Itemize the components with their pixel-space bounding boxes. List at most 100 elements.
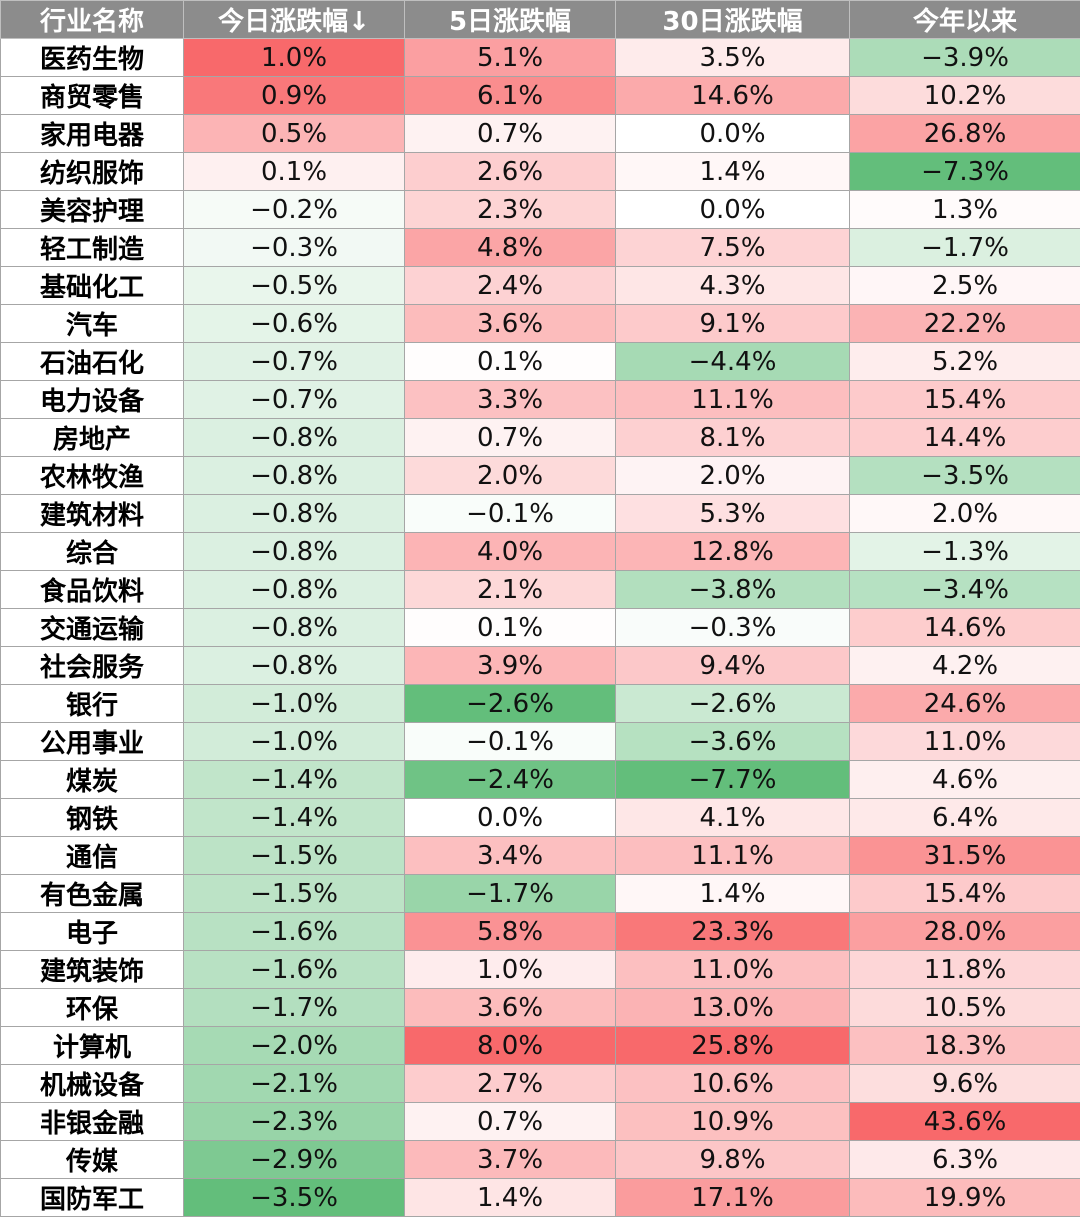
value-cell-5day: 4.0% [405,533,616,571]
value-cell-30day: −7.7% [616,761,850,799]
value-cell-30day: −3.6% [616,723,850,761]
column-header-5day-change[interactable]: 5日涨跌幅 [405,1,616,39]
value-cell-today: −0.7% [184,381,405,419]
value-cell-today: 0.9% [184,77,405,115]
value-cell-30day: 4.3% [616,267,850,305]
column-header-today-change[interactable]: 今日涨跌幅↓ [184,1,405,39]
table-row[interactable]: 建筑装饰−1.6%1.0%11.0%11.8% [1,951,1080,989]
table-row[interactable]: 通信−1.5%3.4%11.1%31.5% [1,837,1080,875]
column-header-ytd-change[interactable]: 今年以来 [850,1,1080,39]
value-cell-today: −1.5% [184,837,405,875]
value-cell-30day: 13.0% [616,989,850,1027]
table-row[interactable]: 电力设备−0.7%3.3%11.1%15.4% [1,381,1080,419]
column-header-industry: 行业名称 [1,1,184,39]
industry-name-cell: 交通运输 [1,609,184,647]
table-row[interactable]: 建筑材料−0.8%−0.1%5.3%2.0% [1,495,1080,533]
value-cell-30day: 11.1% [616,381,850,419]
value-cell-ytd: 11.0% [850,723,1080,761]
industry-name-cell: 银行 [1,685,184,723]
value-cell-5day: −0.1% [405,723,616,761]
value-cell-ytd: −3.4% [850,571,1080,609]
table-row[interactable]: 食品饮料−0.8%2.1%−3.8%−3.4% [1,571,1080,609]
value-cell-ytd: 15.4% [850,381,1080,419]
value-cell-today: −0.2% [184,191,405,229]
industry-name-cell: 电子 [1,913,184,951]
value-cell-30day: 2.0% [616,457,850,495]
value-cell-today: 0.1% [184,153,405,191]
industry-name-cell: 汽车 [1,305,184,343]
table-row[interactable]: 银行−1.0%−2.6%−2.6%24.6% [1,685,1080,723]
table-row[interactable]: 钢铁−1.4%0.0%4.1%6.4% [1,799,1080,837]
table-row[interactable]: 非银金融−2.3%0.7%10.9%43.6% [1,1103,1080,1141]
value-cell-30day: 9.1% [616,305,850,343]
industry-name-cell: 非银金融 [1,1103,184,1141]
table-row[interactable]: 汽车−0.6%3.6%9.1%22.2% [1,305,1080,343]
industry-name-cell: 美容护理 [1,191,184,229]
value-cell-today: −2.1% [184,1065,405,1103]
value-cell-5day: 3.4% [405,837,616,875]
table-row[interactable]: 煤炭−1.4%−2.4%−7.7%4.6% [1,761,1080,799]
value-cell-5day: 3.9% [405,647,616,685]
industry-name-cell: 房地产 [1,419,184,457]
table-row[interactable]: 计算机−2.0%8.0%25.8%18.3% [1,1027,1080,1065]
table-row[interactable]: 石油石化−0.7%0.1%−4.4%5.2% [1,343,1080,381]
table-row[interactable]: 国防军工−3.5%1.4%17.1%19.9% [1,1179,1080,1217]
value-cell-ytd: 28.0% [850,913,1080,951]
value-cell-5day: 1.4% [405,1179,616,1217]
value-cell-5day: −2.4% [405,761,616,799]
table-row[interactable]: 社会服务−0.8%3.9%9.4%4.2% [1,647,1080,685]
table-row[interactable]: 电子−1.6%5.8%23.3%28.0% [1,913,1080,951]
value-cell-ytd: −3.5% [850,457,1080,495]
industry-name-cell: 轻工制造 [1,229,184,267]
value-cell-ytd: −7.3% [850,153,1080,191]
table-row[interactable]: 环保−1.7%3.6%13.0%10.5% [1,989,1080,1027]
column-header-30day-change[interactable]: 30日涨跌幅 [616,1,850,39]
value-cell-30day: 10.9% [616,1103,850,1141]
value-cell-30day: 11.1% [616,837,850,875]
table-row[interactable]: 农林牧渔−0.8%2.0%2.0%−3.5% [1,457,1080,495]
value-cell-ytd: 9.6% [850,1065,1080,1103]
value-cell-today: −1.4% [184,761,405,799]
value-cell-today: −0.5% [184,267,405,305]
value-cell-30day: 9.8% [616,1141,850,1179]
table-row[interactable]: 综合−0.8%4.0%12.8%−1.3% [1,533,1080,571]
table-row[interactable]: 传媒−2.9%3.7%9.8%6.3% [1,1141,1080,1179]
industry-name-cell: 建筑装饰 [1,951,184,989]
value-cell-today: −0.8% [184,609,405,647]
value-cell-ytd: −1.7% [850,229,1080,267]
table-row[interactable]: 基础化工−0.5%2.4%4.3%2.5% [1,267,1080,305]
value-cell-ytd: 5.2% [850,343,1080,381]
table-row[interactable]: 公用事业−1.0%−0.1%−3.6%11.0% [1,723,1080,761]
value-cell-30day: 12.8% [616,533,850,571]
value-cell-30day: 1.4% [616,153,850,191]
value-cell-30day: −4.4% [616,343,850,381]
value-cell-today: −0.8% [184,419,405,457]
value-cell-ytd: 15.4% [850,875,1080,913]
value-cell-5day: 3.3% [405,381,616,419]
value-cell-30day: −0.3% [616,609,850,647]
value-cell-30day: 0.0% [616,115,850,153]
value-cell-5day: 0.7% [405,1103,616,1141]
value-cell-today: −0.8% [184,571,405,609]
value-cell-ytd: −3.9% [850,39,1080,77]
table-row[interactable]: 机械设备−2.1%2.7%10.6%9.6% [1,1065,1080,1103]
industry-name-cell: 商贸零售 [1,77,184,115]
value-cell-today: −1.0% [184,723,405,761]
value-cell-30day: 11.0% [616,951,850,989]
value-cell-30day: 17.1% [616,1179,850,1217]
table-row[interactable]: 有色金属−1.5%−1.7%1.4%15.4% [1,875,1080,913]
value-cell-ytd: 22.2% [850,305,1080,343]
table-row[interactable]: 房地产−0.8%0.7%8.1%14.4% [1,419,1080,457]
table-row[interactable]: 美容护理−0.2%2.3%0.0%1.3% [1,191,1080,229]
value-cell-30day: 10.6% [616,1065,850,1103]
value-cell-today: −0.7% [184,343,405,381]
table-row[interactable]: 轻工制造−0.3%4.8%7.5%−1.7% [1,229,1080,267]
value-cell-ytd: 43.6% [850,1103,1080,1141]
value-cell-5day: 2.7% [405,1065,616,1103]
value-cell-5day: 5.8% [405,913,616,951]
table-row[interactable]: 交通运输−0.8%0.1%−0.3%14.6% [1,609,1080,647]
